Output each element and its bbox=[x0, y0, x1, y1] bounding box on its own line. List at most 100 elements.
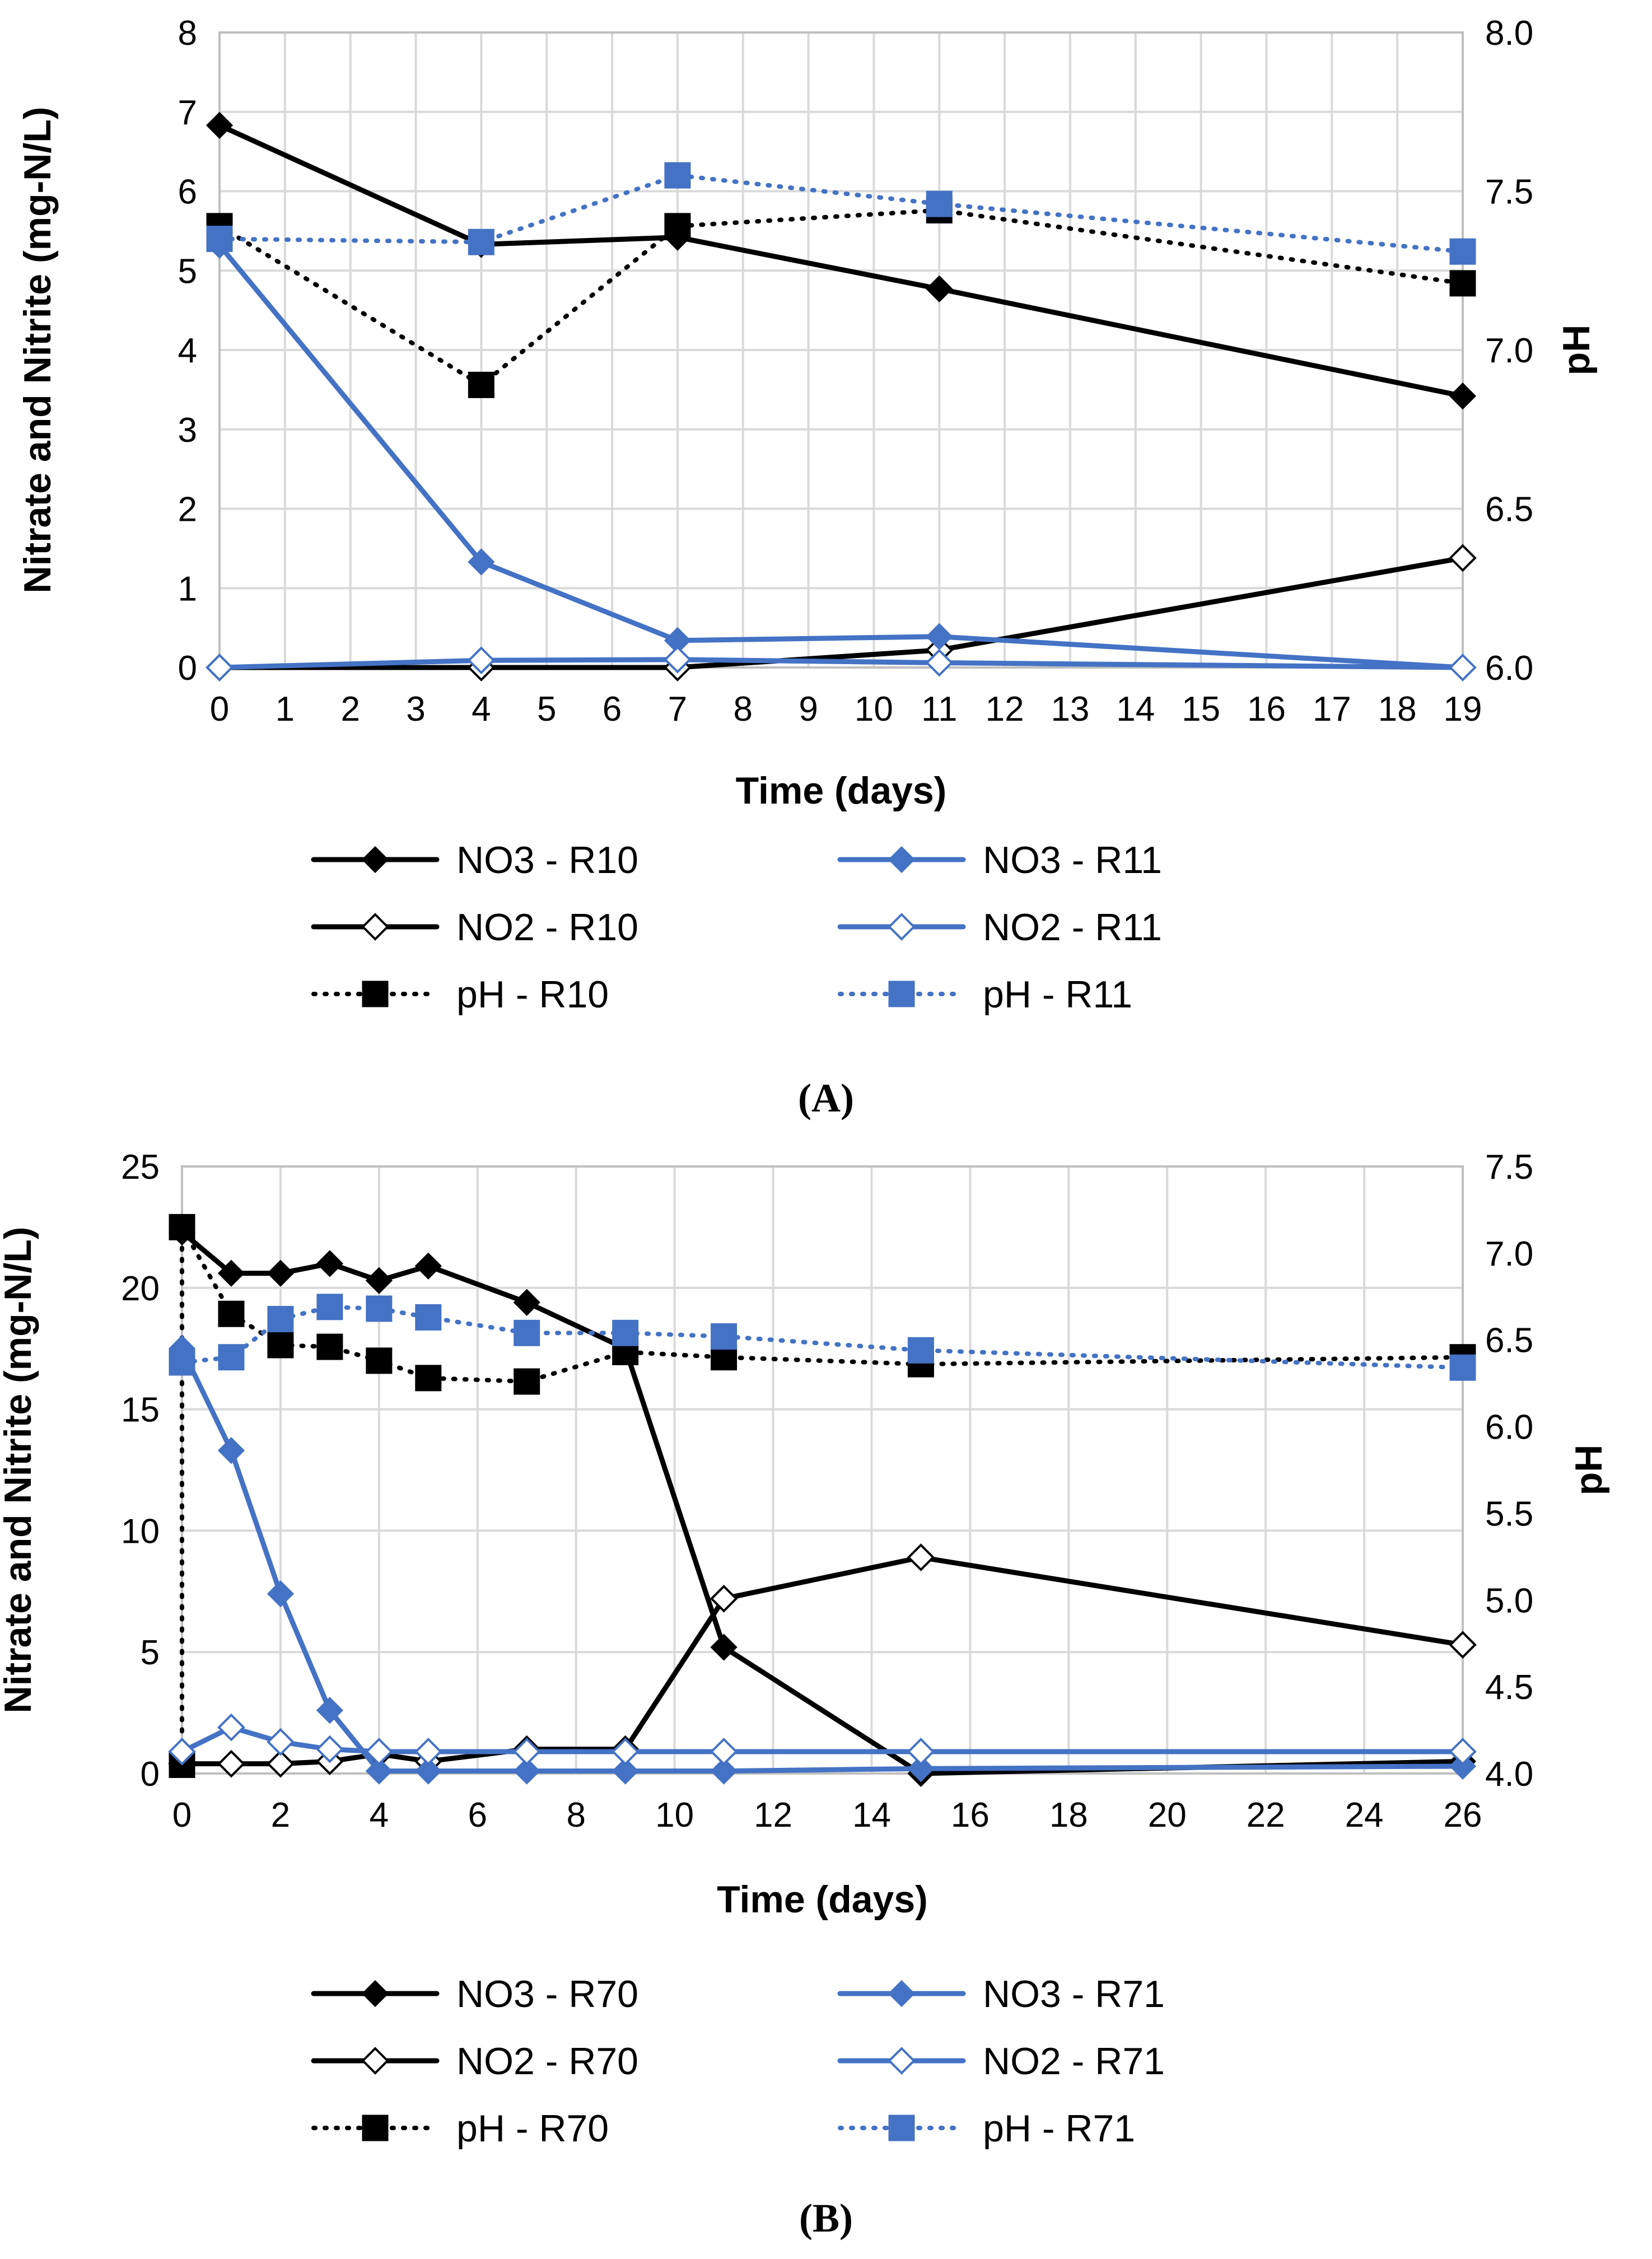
data-point bbox=[267, 1749, 295, 1778]
data-point bbox=[316, 1333, 343, 1360]
data-point bbox=[267, 1332, 294, 1359]
x-tick-label: 0 bbox=[172, 1796, 192, 1835]
panel-caption: (B) bbox=[799, 2196, 853, 2241]
x-tick-label: 4 bbox=[370, 1796, 389, 1835]
data-point bbox=[710, 1633, 738, 1661]
legend-item-ph-r71: pH - R71 bbox=[838, 2107, 1135, 2150]
data-point bbox=[316, 1250, 344, 1277]
legend-label: NO2 - R10 bbox=[456, 906, 638, 949]
x-tick-label: 19 bbox=[1444, 690, 1482, 729]
y2-tick-labels: 4.0 4.5 5.0 5.5 6.0 6.5 7.0 7.5 bbox=[1485, 1148, 1533, 1794]
data-point bbox=[467, 646, 496, 675]
data-point bbox=[316, 1735, 344, 1763]
x-tick-label: 14 bbox=[852, 1796, 891, 1835]
y-tick-label: 5 bbox=[178, 252, 197, 291]
legend-item-no3-r71: NO3 - R71 bbox=[837, 1973, 1165, 2015]
legend-label: NO3 - R11 bbox=[983, 839, 1162, 881]
x-tick-label: 16 bbox=[1247, 690, 1286, 729]
data-point bbox=[415, 1304, 442, 1331]
data-point bbox=[468, 228, 494, 255]
legend-marker bbox=[888, 2047, 916, 2075]
data-point bbox=[513, 1289, 540, 1316]
y-tick-labels: 0 1 2 3 4 5 6 7 8 bbox=[178, 14, 197, 688]
legend-item-no2-r11: NO2 - R11 bbox=[837, 906, 1162, 949]
y2-tick-label: 6.0 bbox=[1485, 649, 1533, 688]
x-tick-label: 2 bbox=[340, 690, 360, 729]
series-points-no3-r71 bbox=[168, 1335, 1477, 1785]
series-points-no2-r11 bbox=[206, 645, 1477, 682]
data-point bbox=[1449, 382, 1477, 410]
legend-label: pH - R11 bbox=[983, 973, 1132, 1016]
x-tick-label: 13 bbox=[1051, 690, 1089, 729]
legend-label: NO2 - R11 bbox=[983, 906, 1162, 949]
data-point bbox=[468, 371, 494, 398]
x-tick-label: 2 bbox=[271, 1796, 290, 1835]
y-tick-label: 0 bbox=[178, 649, 197, 688]
legend-label: pH - R71 bbox=[983, 2107, 1135, 2150]
data-point bbox=[612, 1757, 639, 1785]
panel-b: 0 2 4 6 8 10 12 14 16 18 20 22 24 2605101520254.04.55… bbox=[0, 1148, 1610, 2241]
series-line-ph-r71 bbox=[180, 1304, 1465, 1370]
data-point bbox=[415, 1365, 442, 1392]
data-point bbox=[710, 1584, 738, 1613]
data-point bbox=[1449, 1354, 1476, 1381]
legend-marker bbox=[361, 2047, 389, 2075]
data-point bbox=[267, 1259, 295, 1287]
data-point bbox=[217, 1713, 245, 1742]
y2-tick-label: 6.0 bbox=[1485, 1408, 1533, 1447]
panel-caption: (A) bbox=[798, 1076, 854, 1121]
gridlines bbox=[181, 1165, 1464, 1775]
data-point bbox=[206, 111, 234, 139]
y2-axis-title: pH bbox=[1567, 1445, 1610, 1496]
data-point bbox=[611, 1738, 640, 1766]
x-tick-label: 0 bbox=[210, 690, 229, 729]
legend-item-no2-r71: NO2 - R71 bbox=[837, 2040, 1165, 2083]
data-point bbox=[1449, 1738, 1477, 1766]
y-tick-label: 25 bbox=[121, 1148, 160, 1187]
legend-label: NO3 - R70 bbox=[456, 1973, 638, 2015]
data-point bbox=[664, 162, 691, 189]
data-point bbox=[1449, 1631, 1477, 1659]
y-axis-title: Nitrate and Nitrite (mg-N/L) bbox=[0, 1227, 39, 1714]
data-point bbox=[206, 654, 234, 682]
data-point bbox=[206, 226, 233, 253]
series-points-ph-r71 bbox=[169, 1294, 1476, 1381]
series-points-no3-r11 bbox=[206, 231, 1477, 682]
data-point bbox=[612, 1319, 639, 1346]
data-point bbox=[926, 275, 953, 302]
legend-item-no2-r10: NO2 - R10 bbox=[311, 906, 638, 949]
data-point bbox=[218, 1344, 245, 1371]
data-point bbox=[169, 1349, 195, 1376]
y2-tick-label: 6.5 bbox=[1485, 1322, 1533, 1360]
y-tick-label: 4 bbox=[178, 332, 197, 370]
data-point bbox=[414, 1738, 442, 1766]
y-axis-title: Nitrate and Nitrite (mg-N/L) bbox=[16, 107, 59, 594]
data-point bbox=[907, 1337, 934, 1364]
data-point bbox=[514, 1368, 540, 1395]
series-points-ph-r10 bbox=[206, 197, 1476, 398]
x-tick-label: 5 bbox=[537, 690, 556, 729]
series-line-ph-r11 bbox=[217, 173, 1465, 254]
legend-marker bbox=[888, 2115, 915, 2141]
data-point bbox=[711, 1323, 738, 1350]
data-point bbox=[267, 1728, 295, 1756]
x-tick-label: 10 bbox=[855, 690, 893, 729]
y2-tick-label: 7.0 bbox=[1485, 1235, 1533, 1273]
data-point bbox=[217, 1749, 245, 1778]
data-point bbox=[925, 648, 954, 677]
legend-item-no3-r11: NO3 - R11 bbox=[837, 839, 1162, 881]
x-tick-label: 22 bbox=[1247, 1796, 1285, 1835]
x-tick-label: 12 bbox=[986, 690, 1024, 729]
data-point bbox=[365, 1757, 393, 1785]
y-tick-label: 1 bbox=[178, 570, 197, 608]
y2-tick-label: 6.5 bbox=[1485, 491, 1533, 529]
legend-label: pH - R70 bbox=[456, 2107, 609, 2150]
y-tick-labels: 0 5 10 15 20 25 bbox=[121, 1148, 160, 1794]
data-point bbox=[926, 190, 953, 217]
legend-label: NO3 - R71 bbox=[983, 1973, 1165, 2015]
data-point bbox=[1449, 238, 1476, 265]
data-point bbox=[1449, 654, 1477, 682]
legend-item-ph-r70: pH - R70 bbox=[311, 2107, 609, 2150]
legend: NO3 - R70 NO3 - R71 NO2 - R70 NO2 - R71 pH -… bbox=[311, 1973, 1165, 2150]
y2-tick-labels: 6.0 6.5 7.0 7.5 8.0 bbox=[1485, 14, 1533, 688]
